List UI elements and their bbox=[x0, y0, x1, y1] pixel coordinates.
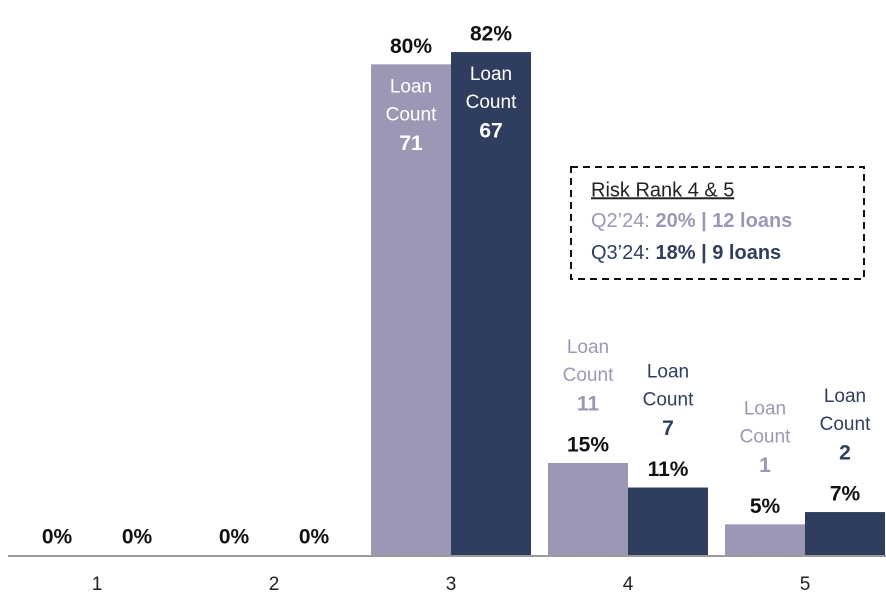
value-label: 0% bbox=[299, 526, 330, 549]
loan-count-label: Count bbox=[643, 390, 694, 411]
loan-count-label: Count bbox=[466, 92, 517, 113]
loan-count: 71 bbox=[399, 132, 423, 155]
loan-count-label: Loan bbox=[744, 398, 786, 419]
x-tick-label: 4 bbox=[623, 574, 634, 595]
x-tick-label: 2 bbox=[269, 574, 280, 595]
loan-count-label: Count bbox=[820, 414, 871, 435]
loan-count: 2 bbox=[839, 442, 851, 465]
annotation-value: 20% | 12 loans bbox=[656, 210, 793, 232]
bar bbox=[628, 487, 708, 555]
loan-count-label: Loan bbox=[647, 362, 689, 383]
value-label: 0% bbox=[219, 526, 250, 549]
loan-count-label: Loan bbox=[824, 386, 866, 407]
value-label: 5% bbox=[750, 495, 781, 518]
annotation-title: Risk Rank 4 & 5 bbox=[591, 179, 734, 201]
loan-count-label: Loan bbox=[470, 64, 512, 85]
annotation-border bbox=[570, 166, 865, 280]
x-tick-label: 1 bbox=[92, 574, 103, 595]
annotation-line: Q3’24: 18% | 9 loans bbox=[591, 242, 781, 264]
loan-count-label: Loan bbox=[390, 76, 432, 97]
bar bbox=[451, 52, 531, 556]
loan-count: 7 bbox=[662, 417, 674, 440]
x-tick-label: 5 bbox=[800, 574, 811, 595]
value-label: 0% bbox=[122, 526, 153, 549]
loan-count-label: Loan bbox=[567, 337, 609, 358]
x-tick-label: 3 bbox=[446, 574, 457, 595]
value-label: 15% bbox=[567, 434, 609, 457]
value-label: 82% bbox=[470, 23, 512, 46]
loan-count: 1 bbox=[759, 454, 771, 477]
bar bbox=[805, 512, 885, 555]
loan-count-label: Count bbox=[386, 104, 437, 125]
loan-count: 67 bbox=[479, 120, 502, 143]
value-label: 0% bbox=[42, 526, 73, 549]
bar bbox=[725, 524, 805, 555]
bar bbox=[548, 463, 628, 555]
loan-count-label: Count bbox=[563, 365, 614, 386]
bar bbox=[371, 64, 451, 555]
loan-count: 11 bbox=[577, 393, 600, 416]
annotation-label: Q2’24: bbox=[591, 210, 650, 232]
value-label: 80% bbox=[390, 35, 432, 58]
annotation-value: 18% | 9 loans bbox=[656, 242, 782, 264]
value-label: 11% bbox=[648, 458, 689, 481]
annotation-box: Risk Rank 4 & 5 Q2’24: 20% | 12 loans Q3… bbox=[570, 166, 865, 280]
loan-count-label: Count bbox=[740, 426, 791, 447]
annotation-label: Q3’24: bbox=[591, 242, 650, 264]
value-label: 7% bbox=[830, 483, 861, 506]
annotation-line: Q2’24: 20% | 12 loans bbox=[591, 210, 792, 232]
